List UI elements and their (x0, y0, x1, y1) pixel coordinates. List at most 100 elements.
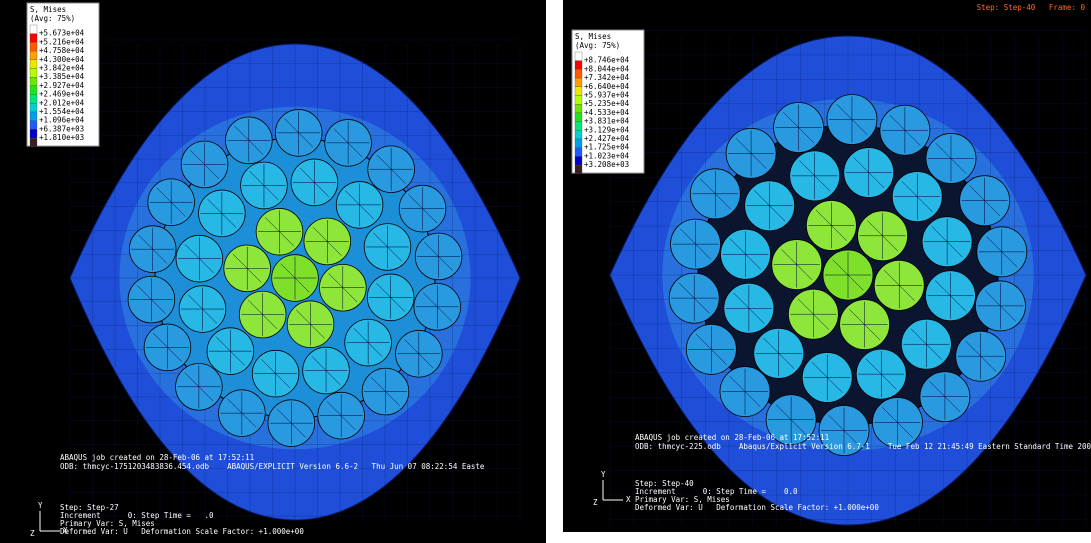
wire-mesh (755, 330, 802, 377)
job-info: ODB: thmcyc-225.odb Abaqus/Explicit Vers… (635, 442, 1091, 451)
wire-mesh (928, 135, 974, 182)
legend-value: +3.831e+04 (584, 117, 630, 126)
step-info: Primary Var: S, Mises (635, 495, 730, 504)
legend-swatch (574, 138, 583, 148)
wire-mesh (273, 256, 317, 300)
legend-value: +2.427e+04 (584, 134, 630, 143)
wire-mesh (242, 164, 286, 207)
legend-swatch (29, 137, 38, 147)
wire-mesh (768, 396, 815, 443)
legend-swatch (29, 59, 38, 69)
legend-swatch (574, 86, 583, 96)
wire-mesh (790, 291, 837, 338)
wire-mesh (722, 368, 768, 415)
wire-mesh (688, 326, 735, 373)
wire-mesh (881, 107, 928, 154)
legend-swatch (29, 33, 38, 43)
legend-value: +6.640e+04 (584, 82, 630, 91)
wire-mesh (825, 252, 871, 298)
step-info: Step: Step-27 (60, 503, 119, 512)
wire-mesh (397, 332, 441, 376)
job-info: ODB: thmcyc-1751203483836.454.odb ABAQUS… (60, 462, 485, 471)
wire-mesh (277, 111, 321, 155)
legend-swatch (29, 85, 38, 95)
legend-title: S, Mises (30, 5, 66, 14)
legend-value: +1.096e+04 (39, 116, 85, 125)
legend-box (571, 29, 645, 174)
wire-mesh (269, 401, 313, 445)
job-info: ABAQUS job created on 28-Feb-06 at 17:52… (635, 433, 829, 442)
wire-mesh (254, 352, 298, 396)
wire-mesh (130, 278, 173, 321)
wire-mesh (773, 241, 820, 288)
wire-mesh (692, 170, 739, 217)
wire-mesh (927, 272, 974, 319)
legend-box (26, 2, 100, 147)
wire-mesh (894, 173, 941, 220)
legend-swatch (574, 112, 583, 122)
wire-mesh (829, 96, 875, 143)
legend-value: +3.129e+04 (584, 125, 630, 134)
legend-average: (Avg: 75%) (575, 41, 620, 50)
wire-mesh (227, 118, 271, 162)
legend-value: +2.927e+04 (39, 81, 85, 90)
wire-mesh (961, 177, 1008, 224)
legend-swatch (574, 147, 583, 157)
wire-mesh (321, 266, 365, 310)
wire-mesh (292, 160, 336, 204)
wire-mesh (305, 220, 349, 263)
axis-label-y: Y (38, 501, 43, 510)
wire-mesh (808, 202, 855, 249)
legend-swatch (29, 94, 38, 104)
legend-value: +3.385e+04 (39, 72, 85, 81)
wire-mesh (177, 237, 221, 281)
wire-mesh (725, 285, 772, 332)
wire-mesh (366, 225, 409, 269)
legend-swatch (574, 51, 583, 61)
wire-mesh (225, 246, 269, 290)
wire-mesh (845, 149, 892, 196)
wire-mesh (146, 325, 189, 369)
wire-mesh (304, 349, 348, 392)
step-info: Deformed Var: U Deformation Scale Factor… (60, 527, 304, 536)
wire-mesh (149, 180, 193, 224)
wire-mesh (338, 183, 382, 227)
wire-mesh (903, 321, 950, 368)
axis-triad (602, 480, 623, 501)
wire-mesh (417, 235, 460, 278)
legend-value: +6.387e+03 (39, 124, 84, 133)
legend-swatch (29, 77, 38, 87)
wire-mesh (921, 373, 968, 420)
legend-title: S, Mises (575, 32, 611, 41)
legend-swatch (574, 156, 583, 166)
legend-value: +8.746e+04 (584, 56, 630, 65)
legend-value: +5.937e+04 (584, 91, 630, 100)
wire-mesh (289, 302, 332, 346)
wire-mesh (978, 228, 1025, 275)
legend-value: +8.044e+04 (584, 64, 630, 73)
step-info: Increment 0: Step Time = .0 (60, 511, 214, 520)
legend-swatch (574, 69, 583, 79)
step-info: Primary Var: S, Mises (60, 519, 155, 528)
axis-triad (39, 511, 60, 532)
legend-value: +2.469e+04 (39, 90, 85, 99)
axis-label-x: X (63, 526, 68, 535)
legend-value: +2.012e+04 (39, 98, 85, 107)
legend-swatch (574, 121, 583, 131)
wire-mesh (131, 227, 175, 271)
wire-mesh (791, 152, 838, 199)
wire-mesh (258, 210, 301, 254)
wire-mesh (722, 231, 769, 278)
wire-mesh (841, 301, 888, 348)
wire-mesh (746, 182, 793, 229)
wire-mesh (181, 287, 224, 331)
legend-swatch (574, 164, 583, 174)
axis-label-z: Z (593, 498, 598, 507)
legend-swatch (29, 103, 38, 113)
viewport: S, Mises(Avg: 75%)+5.673e+04+5.216e+04+4… (0, 0, 546, 543)
frame-label: Step: Step-40 Frame: 0 (977, 3, 1086, 12)
legend-value: +5.216e+04 (39, 37, 85, 46)
step-info: Step: Step-40 (635, 479, 694, 488)
step-info: Deformed Var: U Deformation Scale Factor… (635, 503, 879, 512)
legend-value: +3.208e+03 (584, 160, 629, 169)
